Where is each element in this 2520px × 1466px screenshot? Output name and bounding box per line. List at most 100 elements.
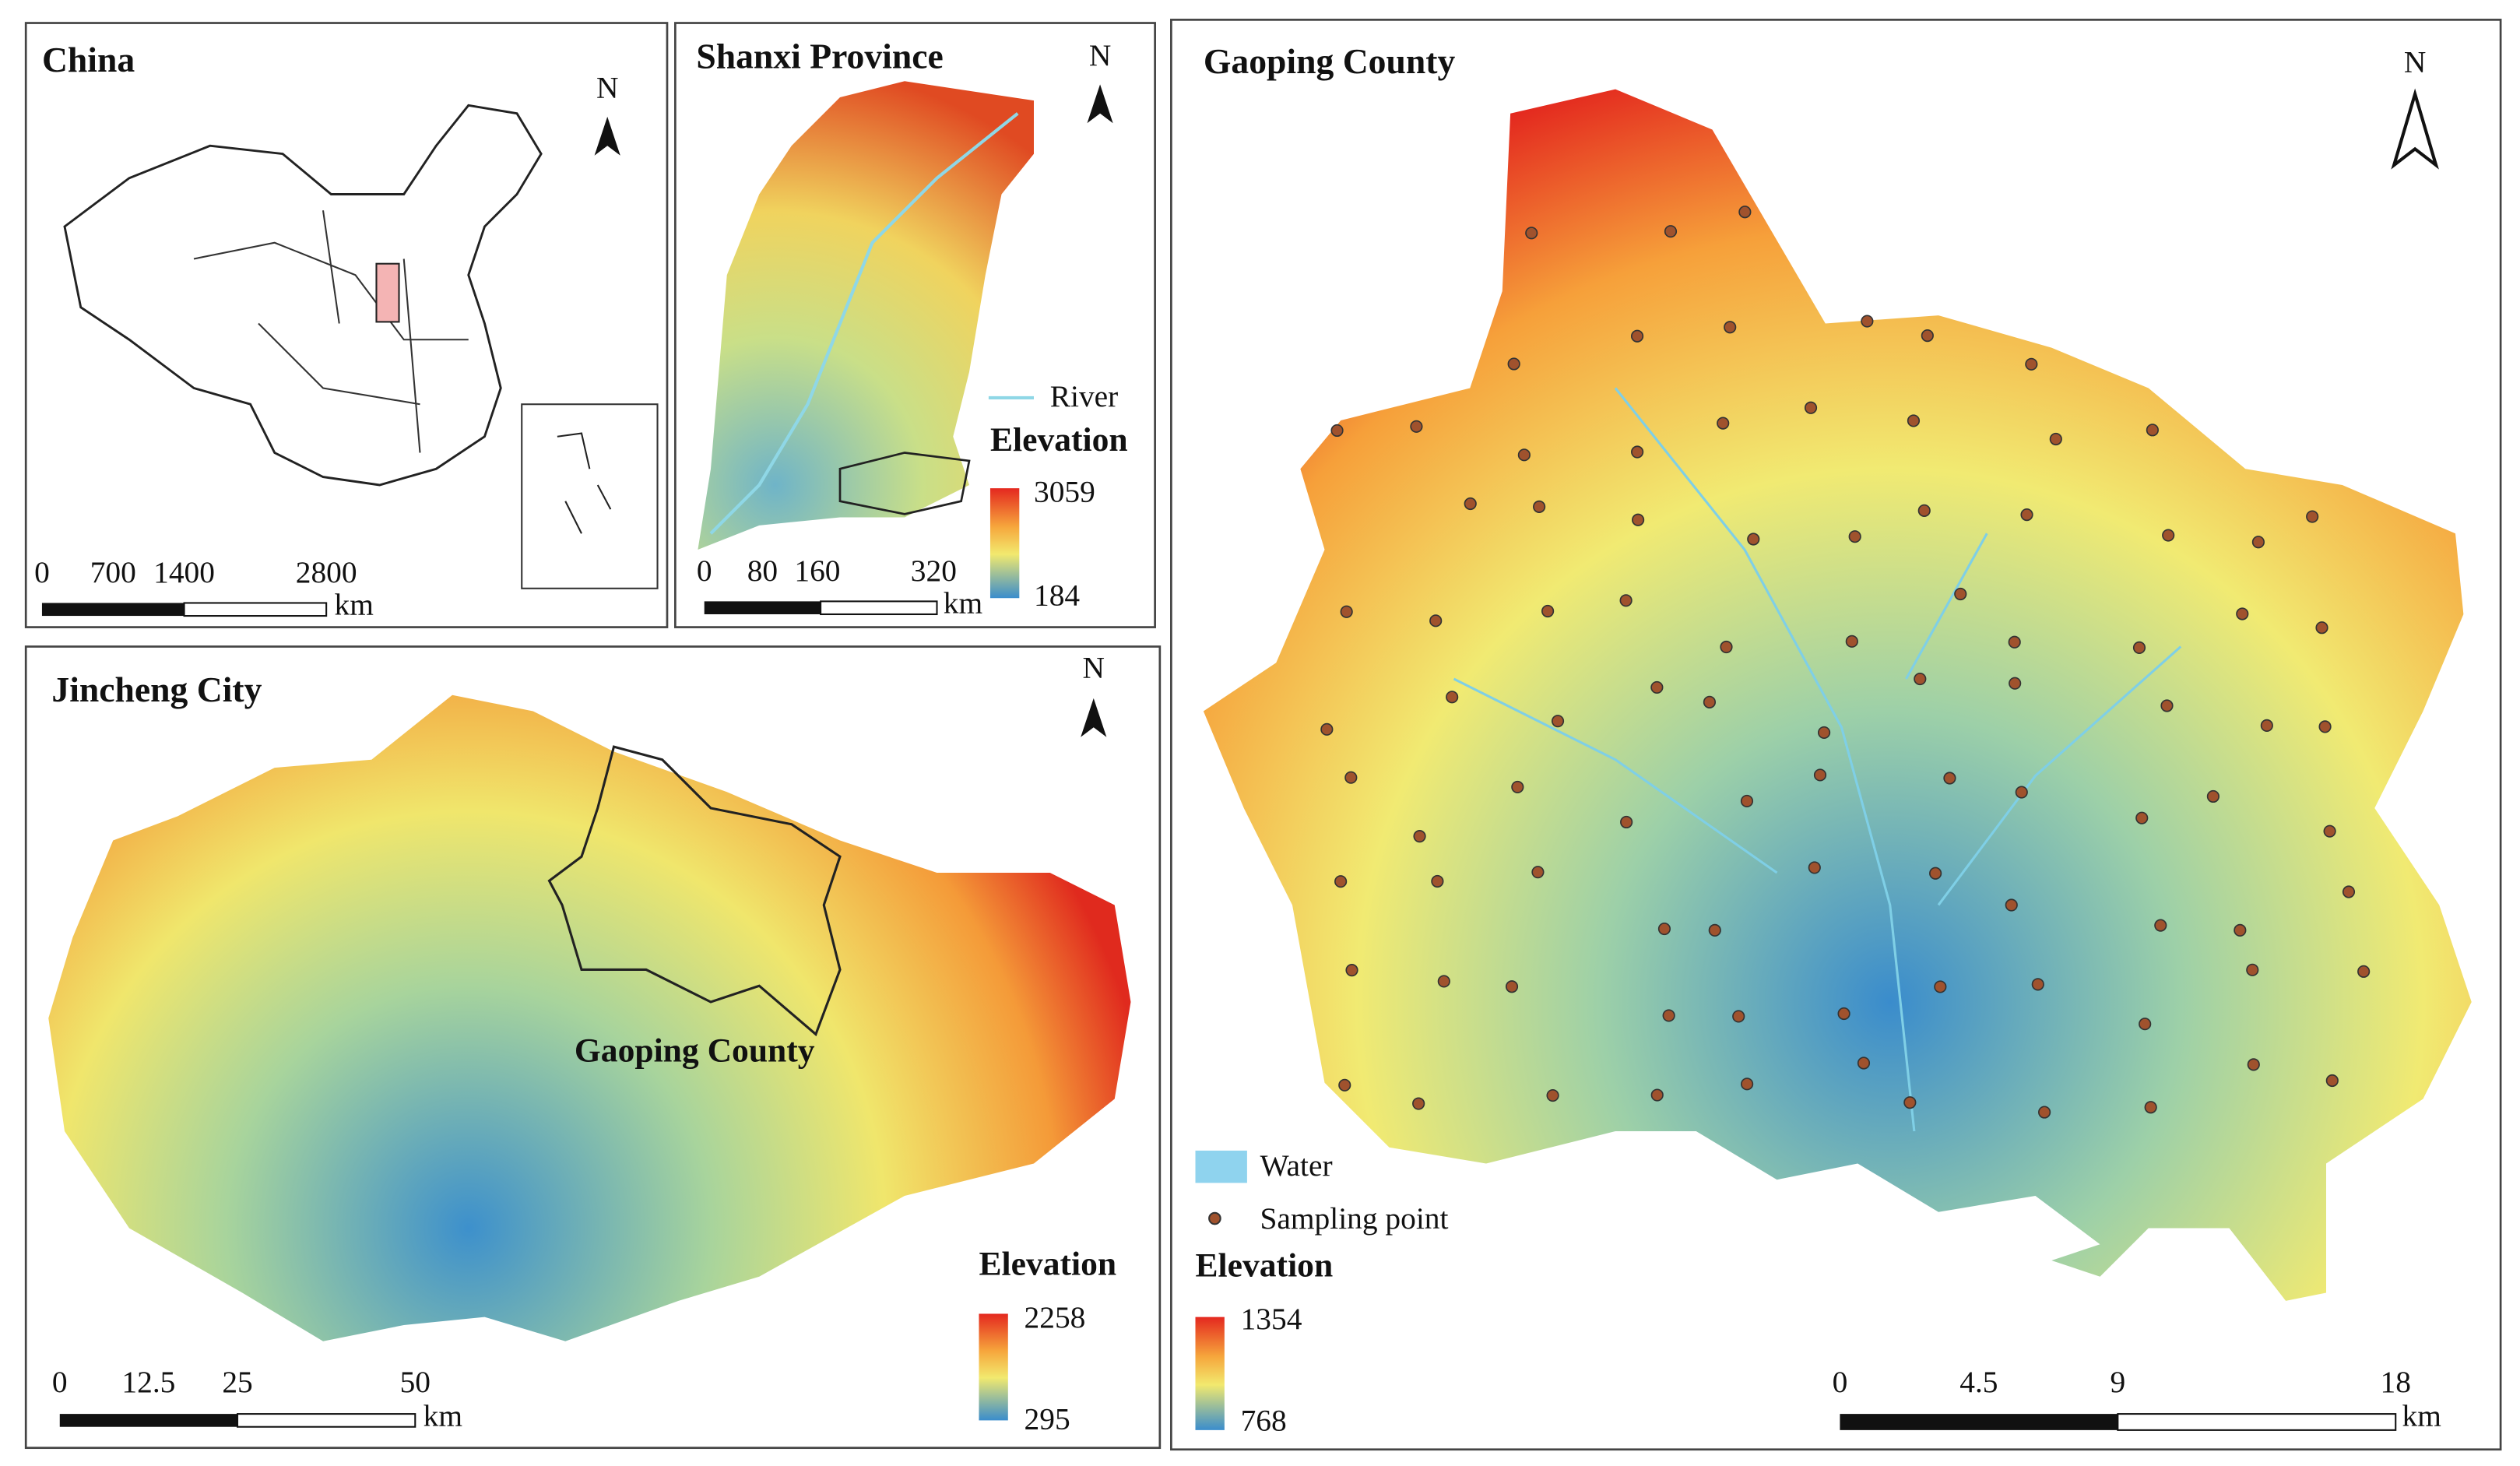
elevation-bar (1195, 1317, 1225, 1430)
sampling-point (2038, 1106, 2051, 1119)
scale-label: 12.5 (121, 1365, 175, 1399)
sampling-point (2015, 786, 2028, 799)
scale-unit: km (335, 588, 374, 622)
sampling-point (1837, 1007, 1850, 1021)
sampling-point (1943, 772, 1956, 785)
jincheng-outline (838, 452, 971, 515)
sampling-point (1431, 874, 1444, 888)
sampling-point (2325, 1074, 2339, 1088)
sampling-point (1525, 227, 1538, 240)
sampling-point (1720, 640, 1733, 654)
water-swatch (1195, 1150, 1247, 1183)
sampling-point (2146, 424, 2159, 437)
scale-bar (41, 603, 185, 617)
legend-title: Elevation (979, 1245, 1116, 1282)
scale-label: 700 (90, 555, 136, 589)
scale-label: 1400 (153, 555, 215, 589)
gaoping-relief (1203, 89, 2472, 1301)
sampling-point (1650, 680, 1664, 694)
scale-bar (704, 601, 821, 614)
islands (557, 432, 612, 534)
jincheng-relief (48, 694, 1131, 1341)
inset-frame (521, 403, 659, 589)
sampling-point (2323, 824, 2336, 838)
sampling-point (2009, 677, 2022, 690)
scale-bar (183, 602, 328, 617)
sampling-point (1650, 1088, 1664, 1102)
sampling-point (1929, 867, 1942, 880)
sampling-point (2139, 1018, 2152, 1031)
sampling-point (1340, 605, 1353, 618)
sampling-point (1738, 206, 1752, 219)
sampling-point (2234, 923, 2247, 937)
sampling-point (1410, 420, 1423, 433)
china-outline (63, 104, 543, 487)
panel-title: Shanxi Province (696, 37, 943, 76)
sampling-point (1717, 417, 1730, 430)
legend-max: 3059 (1034, 474, 1095, 508)
sampling-point (2306, 510, 2319, 523)
sampling-point (2049, 432, 2062, 446)
north-label: N (1083, 651, 1105, 685)
scale-label: 160 (794, 554, 840, 588)
sampling-point (1703, 695, 1717, 708)
sampling-point (1505, 980, 1519, 993)
panel-frame (24, 22, 669, 628)
sampling-swatch (1208, 1211, 1221, 1225)
scale-label: 4.5 (1959, 1365, 1998, 1399)
sampling-point (1741, 1078, 1754, 1091)
legend-min: 768 (1241, 1404, 1287, 1438)
scale-unit: km (944, 586, 983, 621)
sampling-point (1630, 329, 1644, 343)
sampling-point (2315, 621, 2328, 635)
sampling-point (1914, 672, 1927, 686)
sampling-point (1345, 964, 1358, 977)
sampling-point (1533, 500, 1546, 513)
sampling-point (1413, 830, 1426, 843)
scale-label: 50 (400, 1365, 431, 1399)
scale-label: 80 (747, 554, 778, 588)
sampling-point (1446, 691, 1459, 704)
sampling-point (2247, 1058, 2260, 1071)
scale-label: 0 (1833, 1365, 1848, 1399)
sampling-point (1813, 768, 1827, 782)
sampling-point (1740, 794, 1754, 808)
elevation-bar (989, 488, 1020, 599)
legend-label: Sampling point (1260, 1201, 1449, 1236)
sampling-point (2342, 885, 2356, 898)
sampling-point (2160, 699, 2174, 712)
scale-bar (1840, 1414, 2118, 1430)
river (709, 112, 1019, 535)
scale-bar (820, 600, 938, 616)
scale-label: 0 (52, 1365, 68, 1399)
sampling-points (1320, 206, 2371, 1119)
sampling-point (1708, 923, 1721, 937)
panel-frame (1170, 19, 2502, 1451)
sampling-point (1541, 604, 1555, 618)
scale-label: 2800 (296, 555, 357, 589)
sampling-point (1531, 866, 1545, 879)
scale-bar (236, 1413, 416, 1428)
sampling-point (1464, 497, 1477, 511)
shanxi-relief (698, 81, 1034, 550)
panel-title: China (42, 40, 135, 79)
sampling-point (1511, 780, 1524, 794)
sampling-point (2251, 536, 2265, 549)
north-arrow (1081, 698, 1107, 737)
sampling-point (1664, 225, 1678, 238)
sampling-point (1808, 861, 1821, 874)
scale-unit: km (424, 1398, 463, 1433)
province-borders (193, 210, 469, 453)
legend-min: 184 (1034, 578, 1080, 612)
scale-bar (2117, 1413, 2397, 1431)
sampling-point (2144, 1101, 2157, 1114)
sampling-point (1724, 321, 1737, 334)
sampling-point (1861, 315, 1874, 328)
legend-min: 295 (1025, 1402, 1070, 1436)
sampling-point (1546, 1088, 1559, 1102)
sampling-point (1344, 771, 1358, 784)
sampling-point (1657, 922, 1671, 936)
north-arrow (594, 116, 620, 156)
sampling-point (2206, 789, 2219, 803)
legend-label: River (1050, 379, 1119, 413)
